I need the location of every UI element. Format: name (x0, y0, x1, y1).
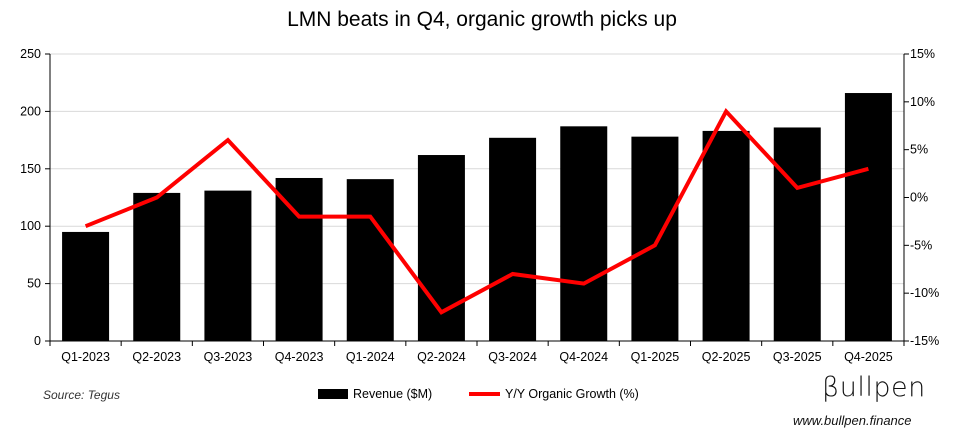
brand-logo: βullpen (822, 372, 926, 403)
revenue-bar (844, 93, 892, 341)
axes: 0 50 100 150 200 250 -15% -10% -5% 0% 5% 10% 15% Q1-2… (20, 47, 939, 364)
revenue-bar (62, 231, 110, 341)
x-tick-label: Q1-2024 (346, 350, 395, 364)
legend-label-growth: Y/Y Organic Growth (%) (505, 387, 639, 401)
x-tick-label: Q3-2025 (773, 350, 822, 364)
x-tick-label: Q3-2023 (204, 350, 253, 364)
y-left-tick-label: 250 (20, 47, 41, 61)
y-left-tick-label: 50 (27, 277, 41, 291)
chart-title: LMN beats in Q4, organic growth picks up (287, 8, 677, 31)
x-tick-label: Q2-2024 (417, 350, 466, 364)
revenue-bar (133, 192, 181, 341)
y-left-tick-label: 100 (20, 219, 41, 233)
y-right-tick-label: -10% (910, 286, 939, 300)
revenue-bar (346, 179, 394, 341)
revenue-bar (204, 190, 252, 341)
legend-swatch-revenue (318, 389, 348, 399)
x-tick-label: Q4-2023 (275, 350, 324, 364)
x-tick-label: Q1-2025 (631, 350, 680, 364)
x-tick-label: Q2-2025 (702, 350, 751, 364)
y-right-tick-label: 15% (910, 47, 935, 61)
x-tick-label: Q4-2025 (844, 350, 893, 364)
growth-line (84, 107, 869, 315)
y-right-tick-label: -5% (910, 238, 932, 252)
revenue-bars (62, 93, 892, 341)
growth-line-path (84, 107, 869, 315)
y-right-tick-label: 5% (910, 143, 928, 157)
x-tick-label: Q1-2023 (61, 350, 110, 364)
revenue-bar (631, 136, 679, 341)
revenue-bar (773, 127, 821, 341)
website-url: www.bullpen.finance (793, 413, 912, 428)
source-note: Source: Tegus (43, 388, 120, 402)
legend: Revenue ($M) Y/Y Organic Growth (%) (318, 387, 639, 401)
y-right-tick-label: 10% (910, 95, 935, 109)
revenue-bar (702, 130, 750, 341)
x-tick-label: Q4-2024 (559, 350, 608, 364)
x-tick-label: Q3-2024 (488, 350, 537, 364)
y-left-tick-label: 150 (20, 162, 41, 176)
y-right-tick-label: 0% (910, 191, 928, 205)
x-tick-label: Q2-2023 (132, 350, 181, 364)
revenue-bar (560, 126, 608, 341)
y-left-tick-label: 200 (20, 104, 41, 118)
revenue-bar (489, 137, 537, 341)
y-right-tick-label: -15% (910, 334, 939, 348)
revenue-bar (275, 177, 323, 341)
y-left-tick-label: 0 (34, 334, 41, 348)
legend-label-revenue: Revenue ($M) (353, 387, 432, 401)
